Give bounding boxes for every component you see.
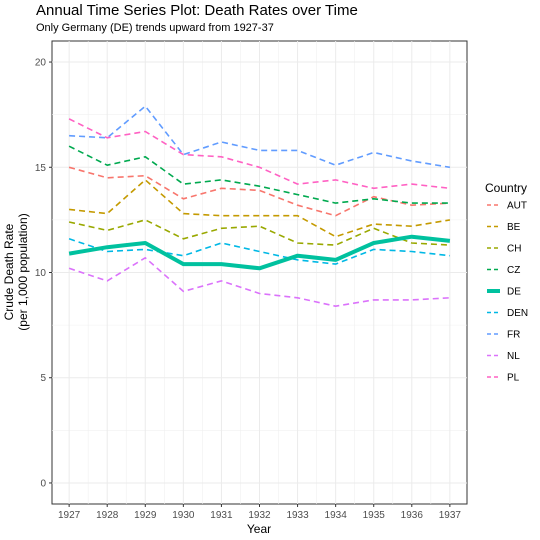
x-tick-label: 1935 — [363, 510, 386, 521]
series-line-fr — [69, 105, 451, 169]
y-axis-title-line2: (per 1,000 population) — [16, 213, 30, 330]
series-lines — [68, 105, 451, 308]
series-line-cz — [68, 145, 450, 204]
y-tick-label: 15 — [35, 163, 47, 174]
legend-label-aut: AUT — [507, 201, 527, 212]
y-tick-label: 5 — [40, 373, 46, 384]
chart-title: Annual Time Series Plot: Death Rates ove… — [36, 2, 358, 19]
x-tick-label: 1937 — [439, 510, 462, 521]
legend-label-ch: CH — [507, 244, 521, 255]
legend-label-den: DEN — [507, 308, 528, 319]
x-tick-label: 1933 — [286, 510, 309, 521]
y-tick-label: 10 — [35, 268, 47, 279]
legend-label-nl: NL — [507, 351, 520, 362]
chart-subtitle: Only Germany (DE) trends upward from 192… — [36, 22, 274, 34]
legend-label-pl: PL — [507, 373, 520, 384]
x-tick-label: 1934 — [325, 510, 348, 521]
legend: AUT BE CH CZ DE DEN FR NL PL — [487, 201, 528, 384]
y-tick-label: 0 — [40, 478, 46, 489]
legend-label-be: BE — [507, 222, 521, 233]
legend-label-de: DE — [507, 287, 521, 298]
series-line-nl — [68, 256, 450, 308]
series-line-be — [69, 179, 451, 238]
x-tick-label: 1928 — [96, 510, 119, 521]
x-axis-title: Year — [247, 522, 271, 536]
y-tick-label: 20 — [35, 58, 47, 69]
series-line-de — [68, 234, 451, 271]
x-tick-label: 1932 — [248, 510, 271, 521]
gridlines — [52, 41, 467, 504]
series-line-pl — [68, 118, 450, 190]
x-tick-label: 1936 — [401, 510, 424, 521]
x-tick-label: 1931 — [210, 510, 233, 521]
x-tick-label: 1929 — [134, 510, 157, 521]
legend-title: Country — [485, 181, 527, 195]
x-axis-ticks: 1927 1928 1929 1930 1931 1932 1933 1934 1935 1936… — [58, 504, 461, 521]
legend-label-cz: CZ — [507, 265, 520, 276]
y-axis-ticks: 0 5 10 15 20 — [35, 58, 52, 489]
x-tick-label: 1930 — [172, 510, 195, 521]
x-tick-label: 1927 — [58, 510, 81, 521]
series-line-ch — [68, 219, 450, 246]
series-line-den — [68, 238, 450, 265]
legend-label-fr: FR — [507, 330, 520, 341]
y-axis-title-line1: Crude Death Rate — [2, 223, 16, 320]
